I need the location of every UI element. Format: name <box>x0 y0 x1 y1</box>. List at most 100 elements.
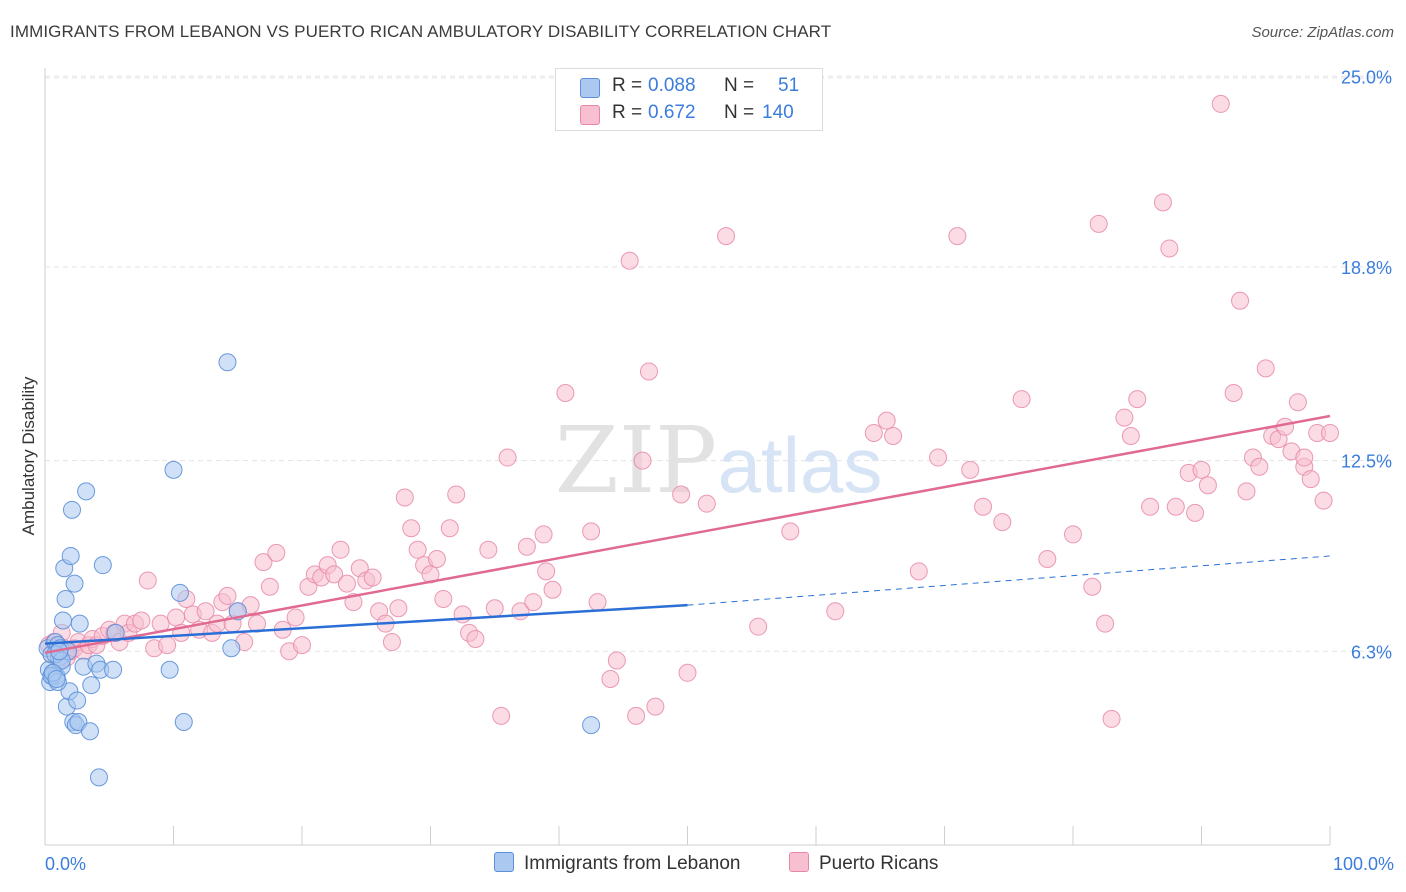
chart-title: IMMIGRANTS FROM LEBANON VS PUERTO RICAN … <box>10 22 832 41</box>
point-puerto-ricans <box>1186 503 1205 522</box>
y-tick-label: 6.3% <box>1351 642 1392 662</box>
point-puerto-ricans <box>434 590 453 608</box>
point-puerto-ricans <box>582 522 601 541</box>
point-puerto-ricans <box>1038 550 1057 569</box>
legend-n-value: 140 <box>762 102 794 123</box>
point-puerto-ricans <box>1089 214 1108 233</box>
point-puerto-ricans <box>260 577 279 596</box>
point-puerto-ricans <box>395 488 414 507</box>
trend-line-lebanon-extension <box>687 555 1331 606</box>
legend-r-value: 0.088 <box>648 75 696 96</box>
point-puerto-ricans <box>1231 291 1250 310</box>
gridlines <box>45 75 1392 652</box>
point-puerto-ricans <box>1256 359 1275 378</box>
point-puerto-ricans <box>1083 577 1102 596</box>
point-puerto-ricans <box>697 494 716 513</box>
point-puerto-ricans <box>440 519 459 538</box>
point-puerto-ricans <box>408 540 427 559</box>
point-puerto-ricans <box>158 636 177 655</box>
point-lebanon <box>170 583 189 602</box>
point-puerto-ricans <box>672 485 691 504</box>
point-puerto-ricans <box>1211 94 1230 113</box>
point-puerto-ricans <box>864 423 883 442</box>
point-puerto-ricans <box>524 593 543 612</box>
legend-r-label: R = <box>612 102 643 123</box>
point-lebanon <box>68 691 87 710</box>
point-lebanon <box>82 676 101 695</box>
point-puerto-ricans <box>167 608 186 627</box>
point-puerto-ricans <box>1237 482 1256 501</box>
point-lebanon <box>164 460 183 479</box>
point-puerto-ricans <box>1096 614 1115 633</box>
legend-swatch-blue <box>580 78 600 98</box>
point-puerto-ricans <box>601 669 620 688</box>
stats-legend: R = 0.088 N = 51 R = 0.672 N = 140 <box>555 68 823 131</box>
point-puerto-ricans <box>208 614 227 633</box>
point-puerto-ricans <box>948 227 967 246</box>
y-axis-title: Ambulatory Disability <box>19 376 38 535</box>
legend-n-label: N = <box>724 75 755 96</box>
point-puerto-ricans <box>749 617 768 636</box>
point-puerto-ricans <box>1288 393 1307 412</box>
point-lebanon <box>77 482 96 501</box>
point-lebanon <box>62 500 81 519</box>
point-puerto-ricans <box>1012 390 1031 409</box>
point-lebanon <box>56 590 75 608</box>
point-puerto-ricans <box>534 525 553 544</box>
point-puerto-ricans <box>466 629 485 648</box>
point-puerto-ricans <box>717 227 736 246</box>
point-puerto-ricans <box>884 427 903 446</box>
legend-n-value: 51 <box>778 75 800 96</box>
point-puerto-ricans <box>537 562 556 581</box>
point-puerto-ricans <box>620 251 639 270</box>
y-tick-label: 12.5% <box>1341 452 1392 472</box>
watermark: ZIP atlas <box>555 407 882 514</box>
axis-labels: 6.3% 12.5% 18.8% 25.0% 0.0% 100.0% Ambulatory … <box>19 67 1394 874</box>
point-puerto-ricans <box>1160 239 1179 258</box>
lebanon-points <box>38 353 601 787</box>
bottom-legend-swatch-pink <box>789 852 809 872</box>
source-label: Source: ZipAtlas.com <box>1251 24 1394 41</box>
point-puerto-ricans <box>607 651 626 670</box>
x-tick-label: 0.0% <box>45 854 86 874</box>
point-puerto-ricans <box>678 663 697 682</box>
legend-r-label: R = <box>612 75 643 96</box>
point-puerto-ricans <box>402 519 421 538</box>
point-lebanon <box>174 713 193 731</box>
point-puerto-ricans <box>1301 470 1320 489</box>
point-puerto-ricans <box>1198 476 1217 495</box>
point-puerto-ricans <box>498 448 517 467</box>
axes <box>44 68 1331 846</box>
point-puerto-ricans <box>1064 525 1082 544</box>
point-puerto-ricans <box>293 636 311 655</box>
point-puerto-ricans <box>138 571 157 590</box>
point-puerto-ricans <box>447 485 466 504</box>
y-tick-label: 18.8% <box>1341 258 1392 278</box>
point-puerto-ricans <box>929 448 948 467</box>
point-puerto-ricans <box>267 543 286 562</box>
point-puerto-ricans <box>1321 423 1339 442</box>
point-puerto-ricans <box>485 599 504 618</box>
point-puerto-ricans <box>325 565 344 584</box>
legend-swatch-pink <box>580 105 600 125</box>
point-lebanon <box>70 614 89 633</box>
point-lebanon <box>106 623 125 642</box>
y-tick-label: 25.0% <box>1341 67 1392 87</box>
point-puerto-ricans <box>974 497 993 516</box>
bottom-legend-puerto-ricans: Puerto Ricans <box>789 852 938 875</box>
point-puerto-ricans <box>1250 457 1269 476</box>
point-puerto-ricans <box>633 451 652 470</box>
point-puerto-ricans <box>588 593 607 612</box>
point-puerto-ricans <box>453 605 472 624</box>
point-lebanon <box>582 716 601 735</box>
point-puerto-ricans <box>337 574 356 593</box>
point-lebanon <box>47 669 66 688</box>
point-puerto-ricans <box>781 522 800 541</box>
point-puerto-ricans <box>427 550 446 569</box>
point-puerto-ricans <box>1192 460 1211 479</box>
bottom-legend-lebanon: Immigrants from Lebanon <box>494 852 741 875</box>
point-puerto-ricans <box>961 460 980 479</box>
point-lebanon <box>104 660 123 679</box>
point-puerto-ricans <box>196 602 215 621</box>
point-lebanon <box>93 556 112 575</box>
